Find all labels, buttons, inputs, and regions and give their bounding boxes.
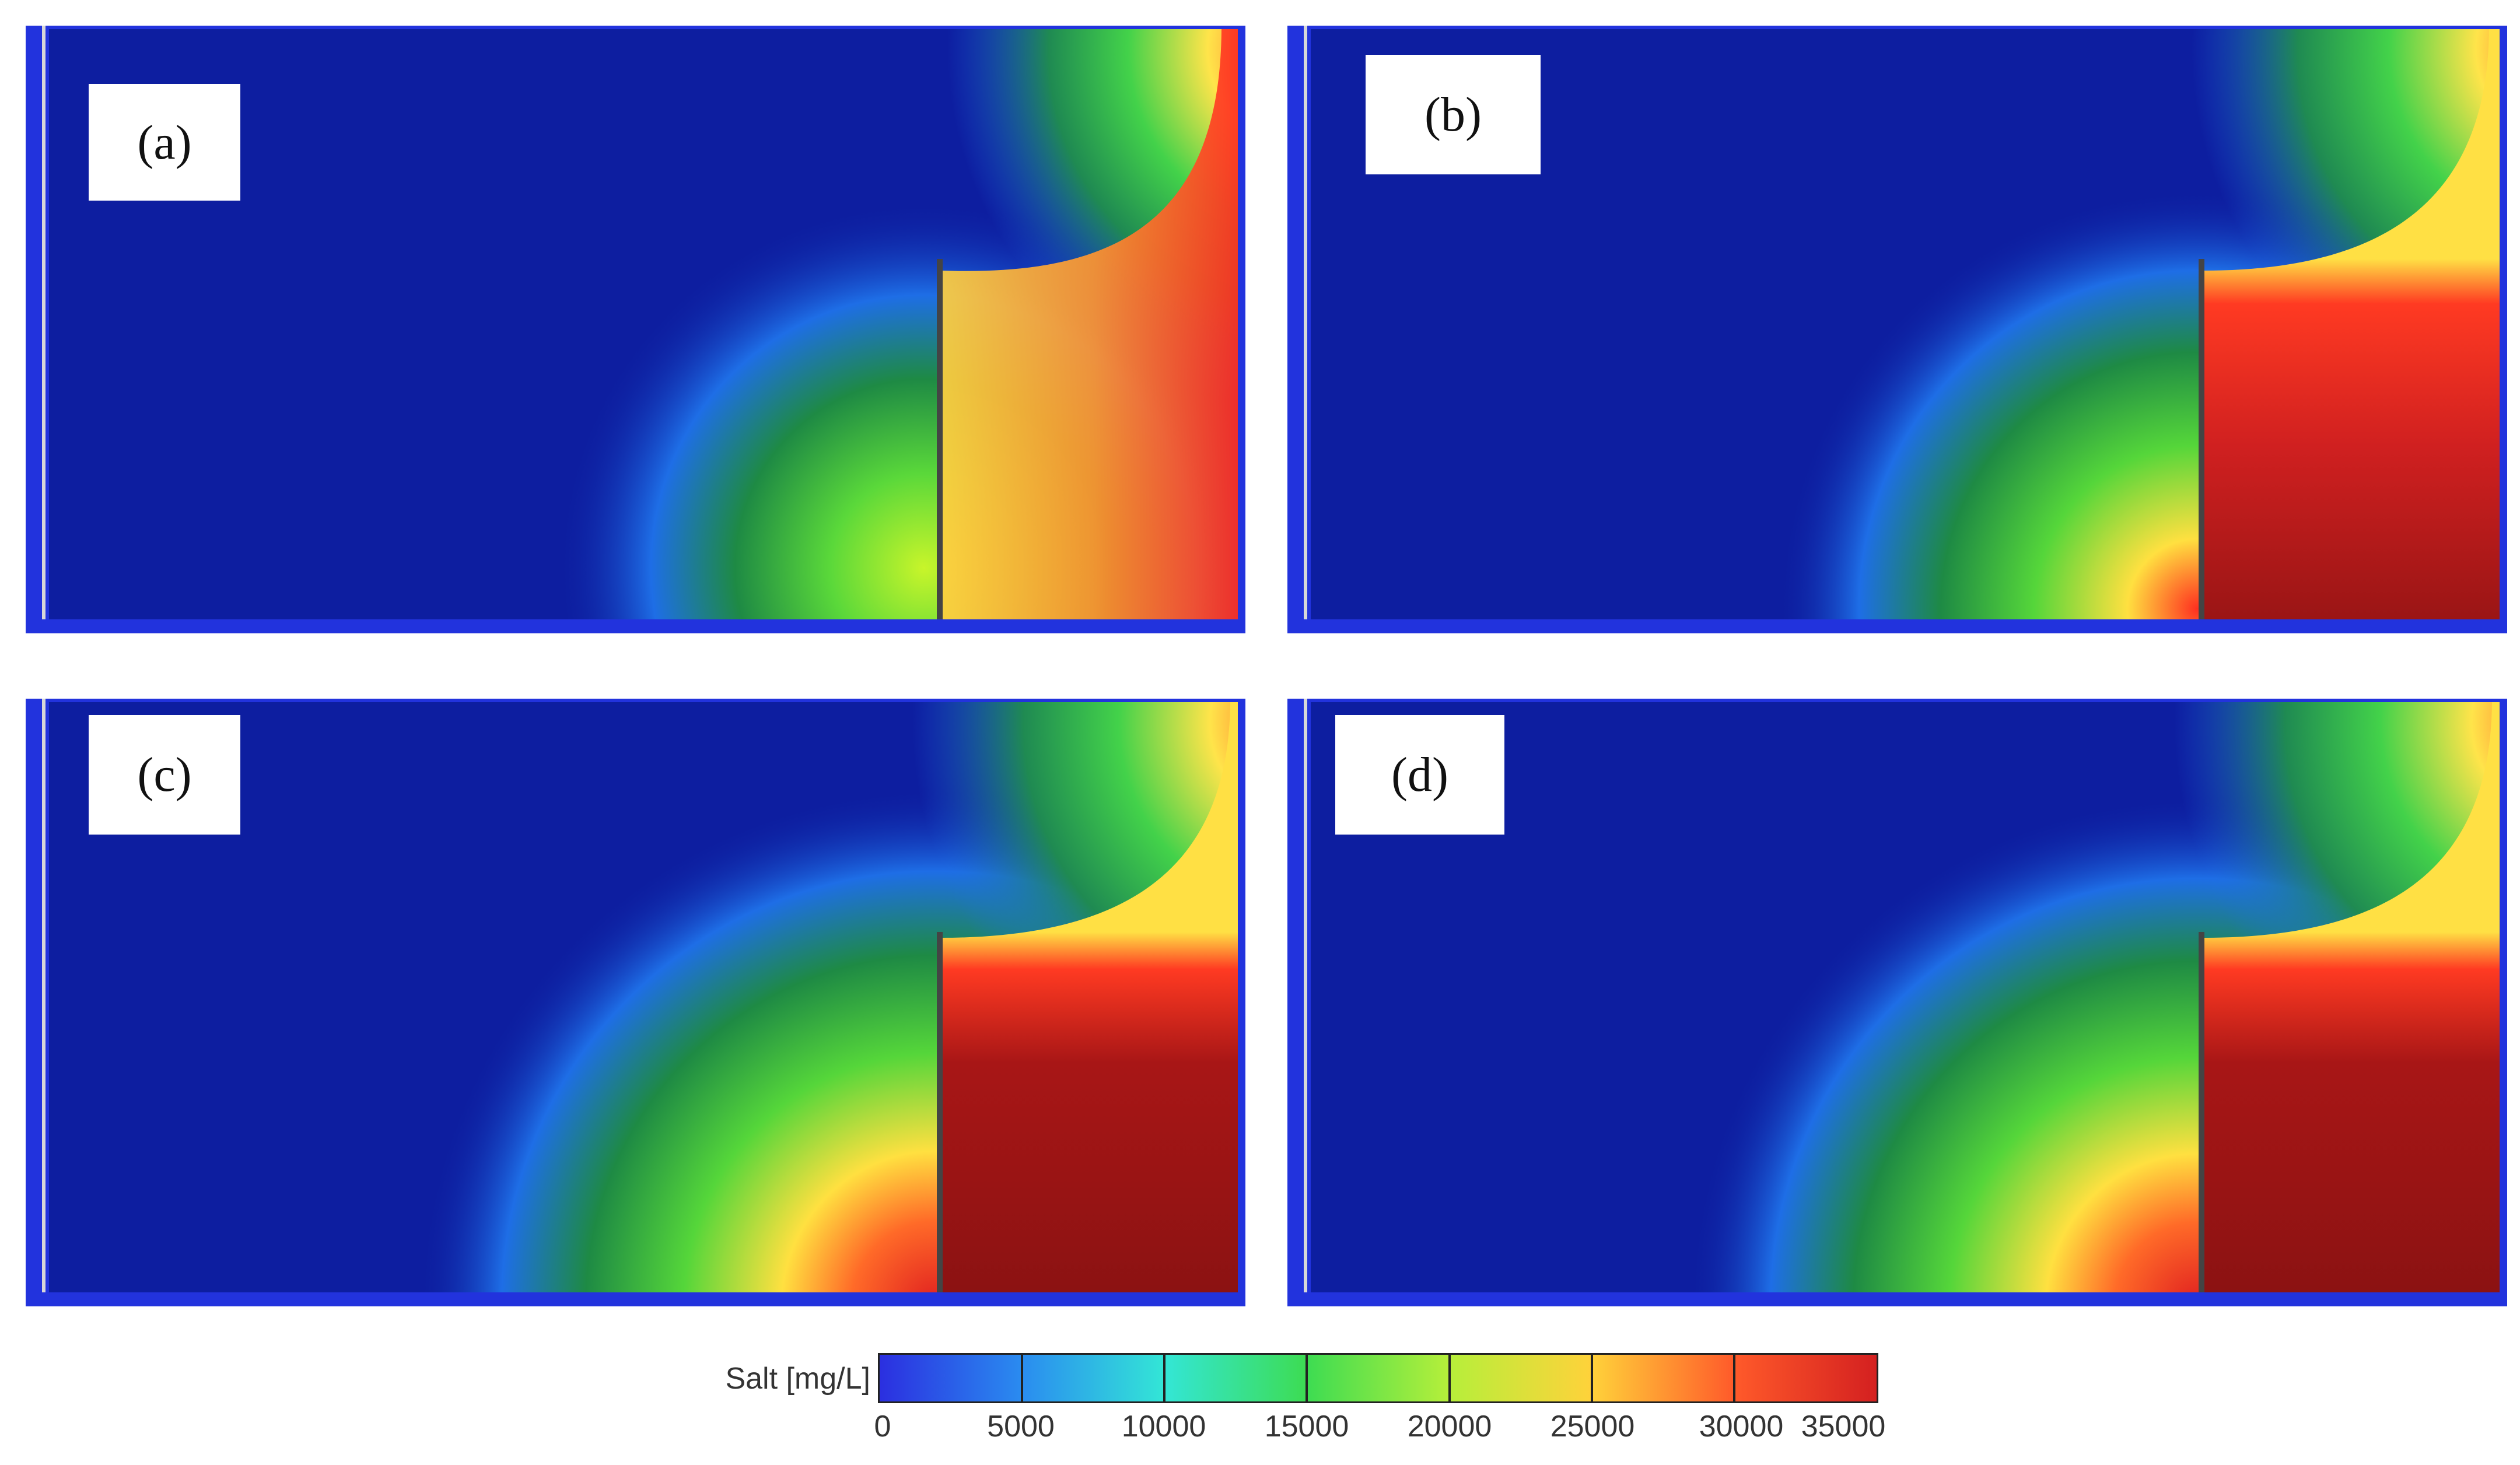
colorbar xyxy=(878,1353,1878,1403)
colorbar-tick-label: 25000 xyxy=(1550,1410,1635,1443)
panel-c: (c) xyxy=(26,699,1245,1306)
colorbar-tick-label: 5000 xyxy=(987,1410,1055,1443)
salinity-map-c xyxy=(26,699,1245,1306)
panel-b: (b) xyxy=(1287,26,2507,633)
colorbar-tick-label: 20000 xyxy=(1407,1410,1492,1443)
panel-d: (d) xyxy=(1287,699,2507,1306)
colorbar-tick-label: 10000 xyxy=(1121,1410,1206,1443)
panel-label: (b) xyxy=(1366,55,1541,174)
panel-label: (d) xyxy=(1335,715,1504,835)
colorbar-legend: Salt [mg/L] 0 5000 10000 15000 20000 25000 300… xyxy=(671,1347,1908,1464)
panel-a: (a) xyxy=(26,26,1245,633)
colorbar-tick-mark xyxy=(1448,1355,1451,1401)
colorbar-tick-mark xyxy=(1021,1355,1024,1401)
colorbar-tick-label: 35000 xyxy=(1801,1410,1886,1443)
colorbar-tick-mark xyxy=(1306,1355,1308,1401)
colorbar-tick-mark xyxy=(1590,1355,1593,1401)
panel-label: (c) xyxy=(89,715,240,835)
colorbar-tick-mark xyxy=(1163,1355,1166,1401)
colorbar-tick-label: 30000 xyxy=(1699,1410,1784,1443)
panel-label: (a) xyxy=(89,84,240,201)
colorbar-tick-label: 15000 xyxy=(1264,1410,1349,1443)
colorbar-tick-label: 0 xyxy=(874,1410,891,1443)
colorbar-title: Salt [mg/L] xyxy=(725,1362,870,1396)
colorbar-tick-mark xyxy=(1732,1355,1735,1401)
